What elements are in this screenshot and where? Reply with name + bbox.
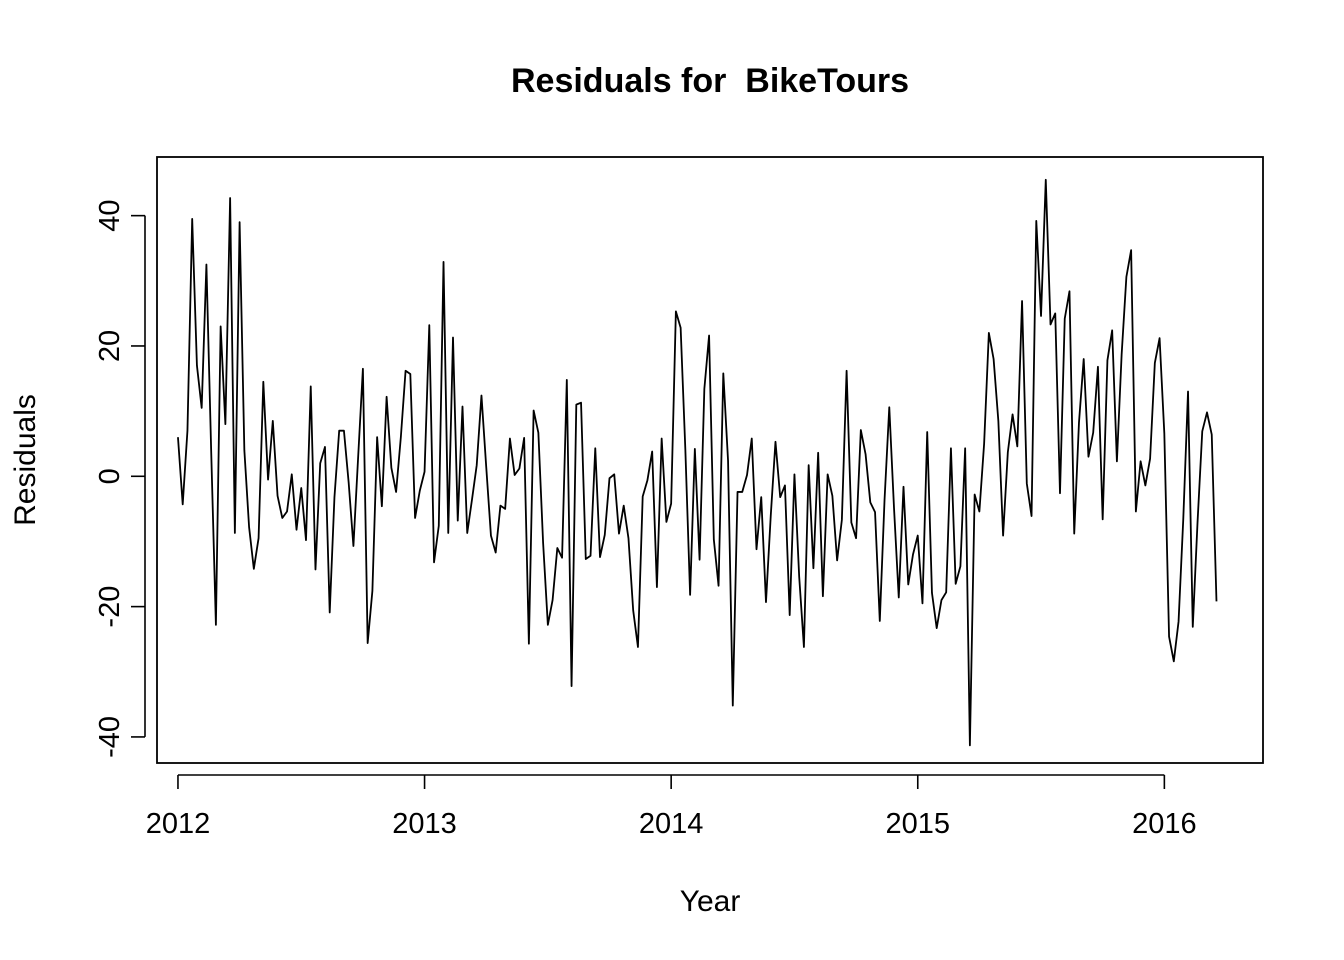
x-tick-label: 2012 xyxy=(146,808,211,840)
plot-frame xyxy=(156,156,1264,764)
x-tick-label: 2015 xyxy=(886,808,951,840)
y-axis: -40 -20 0 20 40 xyxy=(94,200,146,758)
y-tick-label: 20 xyxy=(94,330,126,362)
chart-title: Residuals for BikeTours xyxy=(511,62,909,100)
series-group xyxy=(177,178,1218,747)
y-tick-label: 0 xyxy=(94,468,126,484)
y-tick-label: 40 xyxy=(94,200,126,232)
x-tick-label: 2016 xyxy=(1132,808,1197,840)
x-tick-label: 2013 xyxy=(392,808,457,840)
x-axis: 2012 2013 2014 2015 2016 xyxy=(146,774,1197,840)
y-tick-label: -20 xyxy=(94,586,126,628)
series-line xyxy=(177,178,1218,747)
y-tick-label: -40 xyxy=(94,716,126,758)
y-axis-label: Residuals xyxy=(9,394,42,526)
x-tick-label: 2014 xyxy=(639,808,704,840)
x-axis-label: Year xyxy=(680,885,741,918)
